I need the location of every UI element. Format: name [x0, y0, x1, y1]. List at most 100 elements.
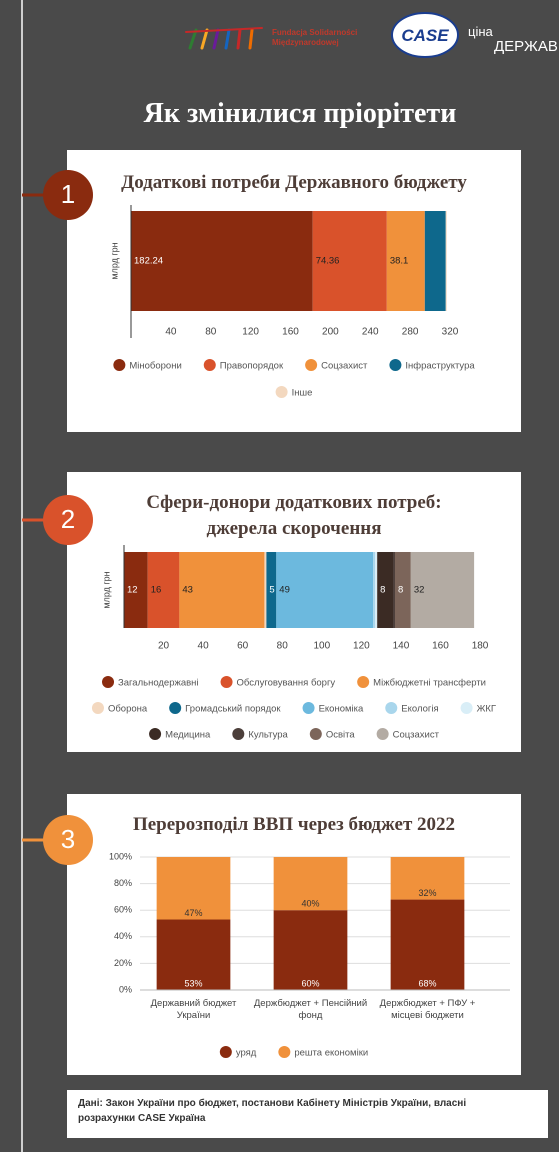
badge	[43, 815, 93, 865]
legend-label: уряд	[236, 1048, 257, 1059]
legend-marker	[113, 359, 126, 371]
x-tick-label: 80	[277, 641, 289, 652]
bar-segment	[390, 899, 465, 990]
y-tick-label: 40%	[114, 931, 132, 941]
legend-label: Міжбюджетні трансферти	[373, 678, 486, 689]
data-label: 47%	[184, 908, 202, 918]
fsm-logo-figures	[185, 27, 263, 50]
legend-label: решта економіки	[294, 1048, 368, 1059]
y-tick-label: 0%	[119, 984, 132, 994]
bar-segment	[390, 857, 465, 900]
y-tick-label: 20%	[114, 958, 132, 968]
bar-segment	[394, 552, 411, 628]
data-label: 32%	[418, 888, 436, 898]
legend-marker	[302, 702, 315, 714]
bar-segment	[147, 552, 180, 628]
y-axis-label: млрд грн	[101, 571, 111, 608]
bar-segment	[124, 552, 148, 628]
legend-marker	[203, 359, 216, 371]
y-tick-label: 60%	[114, 905, 132, 915]
bar-segment	[266, 552, 277, 628]
chart-title: Сфери-донори додаткових потреб: джерела …	[146, 492, 442, 539]
bar-segment	[373, 552, 376, 628]
badge-number: 2	[61, 504, 75, 534]
legend-label: Міноборони	[129, 361, 181, 372]
badge-number: 3	[61, 824, 75, 854]
x-tick-label: Держбюджет + ПФУ + місцеві бюджети	[379, 998, 476, 1021]
data-label: 8	[380, 585, 385, 596]
legend-label: Правопорядок	[220, 361, 284, 372]
x-tick-label: 100	[313, 641, 330, 652]
bar-segment	[410, 552, 475, 628]
legend-marker	[169, 702, 182, 714]
x-tick-label: 180	[472, 641, 489, 652]
x-tick-label: 80	[205, 327, 217, 338]
case-logo-shape	[391, 12, 459, 58]
legend-label: Освіта	[326, 730, 356, 741]
bar-segment	[131, 211, 313, 311]
legend-label: Екологія	[401, 704, 438, 715]
fsm-logo-text: Fundacja Solidarności Międzynarodowej	[272, 28, 358, 47]
x-tick-label: 20	[158, 641, 170, 652]
data-label: 40%	[301, 899, 319, 909]
legend-marker	[91, 702, 104, 714]
data-label: 49	[279, 585, 290, 596]
data-label: 12	[127, 585, 138, 596]
y-tick-label: 100%	[109, 851, 132, 861]
legend-label: Соцзахист	[321, 361, 368, 372]
badge-number: 1	[61, 179, 75, 209]
legend-marker	[305, 359, 318, 371]
bar-segment	[156, 919, 231, 990]
legend-label: Економіка	[319, 704, 364, 715]
legend-label: Інше	[292, 388, 313, 399]
x-tick-label: Держбюджет + Пенсійний фонд	[253, 998, 368, 1021]
legend-marker	[357, 676, 370, 688]
data-label: 68%	[418, 978, 436, 988]
bar-segment	[393, 552, 395, 628]
main-title-line: бюджету 2022 впродовж війни	[110, 164, 490, 195]
source-text: Дані: Закон України про бюджет, постанов…	[78, 1098, 467, 1124]
data-label: 32	[414, 585, 425, 596]
legend-marker	[376, 728, 389, 740]
legend-marker	[389, 359, 402, 371]
y-tick-label: 80%	[114, 878, 132, 888]
data-label: 182.24	[134, 256, 163, 267]
legend-label: Оборона	[108, 704, 148, 715]
legend-marker	[149, 728, 162, 740]
x-tick-label: 280	[402, 327, 419, 338]
data-label: 74.36	[316, 256, 340, 267]
legend-label: Інфраструктура	[405, 361, 475, 372]
legend-marker	[232, 728, 245, 740]
legend-marker	[220, 676, 233, 688]
bar-segment	[273, 910, 348, 990]
bar-segment	[424, 211, 446, 311]
y-axis-label: млрд грн	[109, 242, 119, 279]
cina-logo-bottom: ДЕРЖАВИ	[494, 38, 559, 55]
bar-segment	[312, 211, 387, 311]
x-tick-label: 200	[322, 327, 339, 338]
x-tick-label: 40	[198, 641, 210, 652]
bar-segment	[386, 211, 425, 311]
x-tick-label: 60	[237, 641, 249, 652]
legend-label: Медицина	[165, 730, 211, 741]
data-label: 53%	[184, 978, 202, 988]
legend-label: Загальнодержавні	[118, 678, 199, 689]
main-title-line: Як змінилися пріорітети	[143, 98, 457, 129]
main-title: Як змінилися пріорітети бюджету 2022 впр…	[40, 64, 559, 229]
badge	[43, 495, 93, 545]
chart-title: Додаткові потреби Державного бюджету	[121, 172, 467, 193]
x-tick-label: 160	[282, 327, 299, 338]
x-tick-label: 120	[242, 327, 259, 338]
legend-marker	[385, 702, 398, 714]
bar-segment	[445, 211, 447, 311]
x-tick-label: 160	[432, 641, 449, 652]
x-tick-label: 140	[393, 641, 410, 652]
legend-label: Культура	[248, 730, 288, 741]
data-label: 60%	[301, 978, 319, 988]
data-label: 5	[269, 585, 274, 596]
legend-marker	[275, 386, 288, 398]
bar-segment	[264, 552, 267, 628]
legend-label: ЖКГ	[477, 704, 496, 715]
